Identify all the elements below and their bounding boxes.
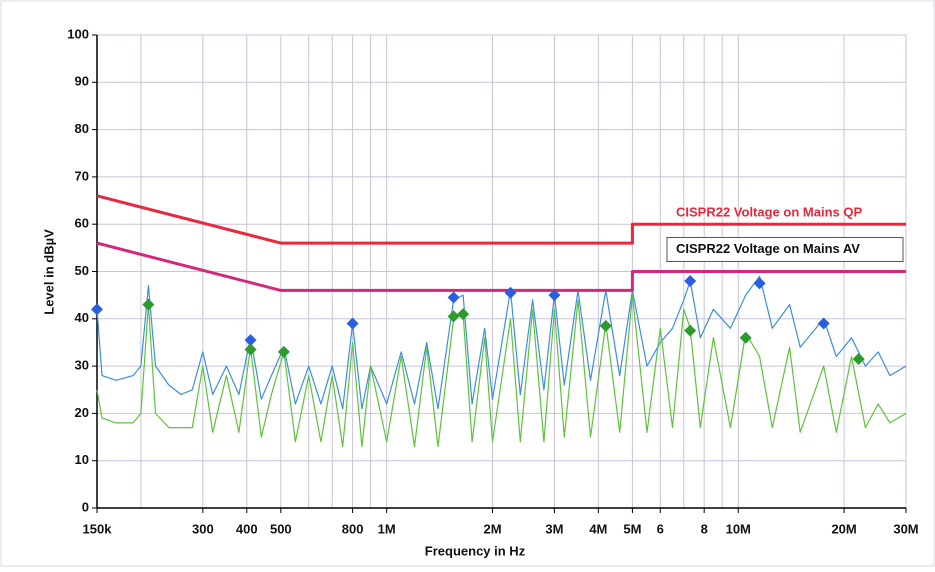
- y-tick-label: 70: [75, 168, 89, 183]
- x-tick-label: 1M: [378, 521, 396, 536]
- marker: [817, 317, 830, 330]
- x-tick-label: 2M: [483, 521, 501, 536]
- x-tick-label: 150k: [83, 521, 113, 536]
- x-tick-label: 30M: [893, 521, 918, 536]
- y-tick-label: 50: [75, 263, 89, 278]
- x-tick-label: 800: [342, 521, 364, 536]
- marker: [684, 324, 697, 337]
- y-axis-label: Level in dBµV: [41, 229, 56, 315]
- marker: [277, 345, 290, 358]
- x-tick-label: 300: [192, 521, 214, 536]
- x-tick-label: 8: [701, 521, 708, 536]
- marker: [753, 277, 766, 290]
- marker: [142, 298, 155, 311]
- y-tick-label: 20: [75, 405, 89, 420]
- x-tick-label: 4M: [589, 521, 607, 536]
- y-tick-label: 10: [75, 452, 89, 467]
- marker: [548, 289, 561, 302]
- x-tick-label: 10M: [726, 521, 751, 536]
- marker: [852, 353, 865, 366]
- x-tick-label: 5M: [623, 521, 641, 536]
- marker: [504, 286, 517, 299]
- marker: [91, 303, 103, 316]
- y-tick-label: 40: [75, 310, 89, 325]
- x-tick-label: 3M: [545, 521, 563, 536]
- x-tick-label: 500: [270, 521, 292, 536]
- y-tick-label: 100: [67, 26, 89, 41]
- legend-box: [666, 237, 904, 262]
- legend-label: CISPR22 Voltage on Mains AV: [676, 241, 860, 256]
- x-tick-label: 400: [236, 521, 258, 536]
- y-tick-label: 80: [75, 121, 89, 136]
- x-tick-label: 6: [657, 521, 664, 536]
- x-tick-label: 20M: [831, 521, 856, 536]
- marker: [244, 343, 257, 356]
- y-tick-label: 60: [75, 216, 89, 231]
- limit-line: [96, 241, 906, 292]
- marker: [447, 291, 460, 304]
- y-tick-label: 90: [75, 74, 89, 89]
- marker: [346, 317, 359, 330]
- y-tick-label: 0: [82, 499, 89, 514]
- x-axis-label: Frequency in Hz: [425, 543, 526, 558]
- marker: [684, 274, 697, 287]
- marker: [457, 308, 470, 321]
- spectrum-trace: [96, 275, 907, 410]
- marker: [599, 319, 612, 332]
- limit-line: [96, 194, 906, 245]
- marker: [447, 310, 460, 323]
- marker: [739, 331, 752, 344]
- legend-label: CISPR22 Voltage on Mains QP: [676, 205, 862, 220]
- marker: [244, 334, 257, 347]
- y-tick-label: 30: [75, 358, 89, 373]
